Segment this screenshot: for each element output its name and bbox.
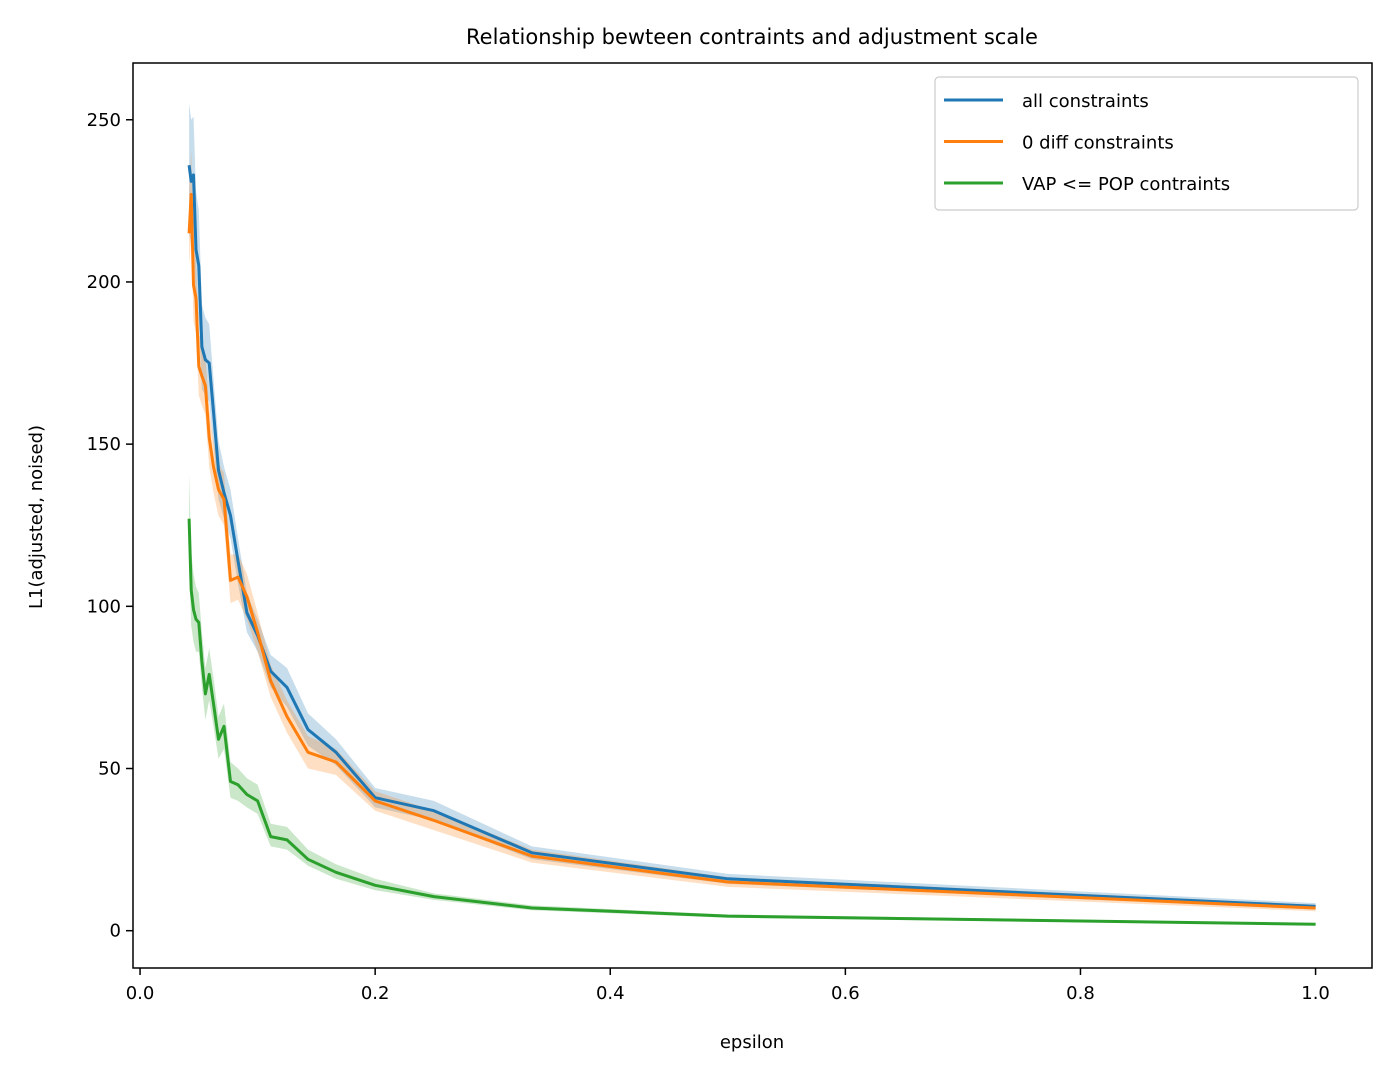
x-tick-label: 0.2 <box>361 983 390 1004</box>
x-tick-label: 0.0 <box>126 983 155 1004</box>
y-axis: 0 50 100 150 200 250 <box>87 110 133 942</box>
series-1-line <box>187 192 1316 910</box>
x-tick-label: 0.6 <box>831 983 860 1004</box>
series-1-band <box>189 149 1316 912</box>
legend: all constraints 0 diff constraints VAP <= … <box>934 76 1359 211</box>
plot-frame <box>132 62 1373 969</box>
x-tick-label: 0.8 <box>1066 983 1095 1004</box>
y-tick-label: 250 <box>87 110 121 131</box>
confidence-bands <box>189 103 1316 926</box>
y-tick-label: 50 <box>98 759 121 780</box>
y-tick-label: 0 <box>110 921 121 942</box>
x-tick-label: 1.0 <box>1301 983 1330 1004</box>
x-axis-label: epsilon <box>720 1032 784 1053</box>
x-axis: 0.0 0.2 0.4 0.6 0.8 1.0 <box>126 968 1330 1004</box>
legend-label: all constraints <box>1022 91 1149 112</box>
chart-title: Relationship bewteen contraints and adju… <box>466 25 1038 49</box>
y-axis-label: L1(adjusted, noised) <box>26 425 47 609</box>
series-0-line <box>187 165 1316 908</box>
series-2-band <box>189 473 1316 926</box>
y-tick-label: 100 <box>87 596 121 617</box>
legend-label: VAP <= POP contraints <box>1022 174 1230 195</box>
legend-box <box>934 76 1359 211</box>
legend-label: 0 diff constraints <box>1022 133 1174 154</box>
series-lines <box>187 165 1316 926</box>
x-tick-label: 0.4 <box>596 983 625 1004</box>
y-tick-label: 150 <box>87 434 121 455</box>
series-2-line <box>187 518 1316 926</box>
y-tick-label: 200 <box>87 272 121 293</box>
